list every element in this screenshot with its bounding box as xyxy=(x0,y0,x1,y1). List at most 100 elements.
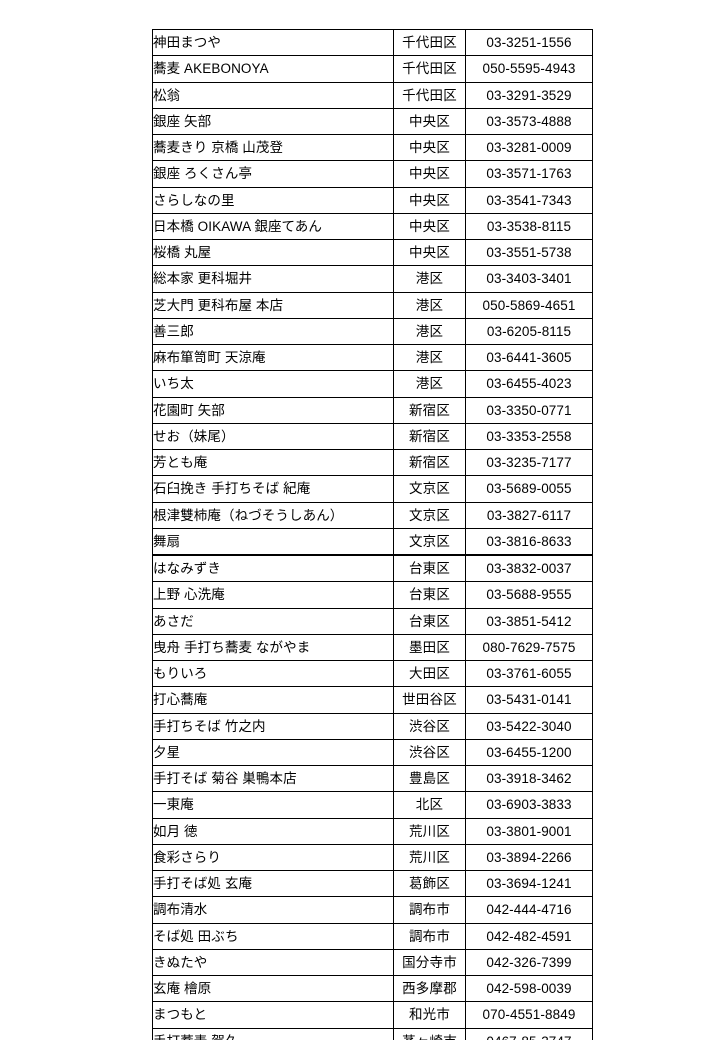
shop-phone-cell: 03-6903-3833 xyxy=(465,791,593,819)
shop-ward-cell: 茅ヶ崎市 xyxy=(393,1027,466,1040)
table-row: はなみずき 台東区 03-3832-0037 xyxy=(152,554,593,583)
shop-name-cell: 銀座 矢部 xyxy=(152,107,394,136)
shop-phone-cell: 03-3251-1556 xyxy=(465,29,593,57)
shop-phone-cell: 03-3235-7177 xyxy=(465,448,593,477)
table-row: 総本家 更科堀井 港区 03-3403-3401 xyxy=(152,265,593,293)
shop-phone-cell: 03-3851-5412 xyxy=(465,607,593,635)
shop-name-cell: 花園町 矢部 xyxy=(152,396,394,424)
shop-name-cell: 上野 心洗庵 xyxy=(152,581,394,609)
shop-ward-cell: 港区 xyxy=(393,317,466,346)
shop-phone-cell: 03-6205-8115 xyxy=(465,317,593,346)
shop-ward-cell: 新宿区 xyxy=(393,422,466,451)
shop-phone-cell: 042-444-4716 xyxy=(465,896,593,924)
shop-phone-cell: 03-3350-0771 xyxy=(465,396,593,424)
shop-name-cell: 銀座 ろくさん亭 xyxy=(152,160,394,188)
shop-ward-cell: 北区 xyxy=(393,791,466,819)
shop-name-cell: 打心蕎庵 xyxy=(152,686,394,714)
table-row: そば処 田ぶち 調布市 042-482-4591 xyxy=(152,922,593,950)
table-row: 蕎麦 AKEBONOYA 千代田区 050-5595-4943 xyxy=(152,55,593,83)
shop-name-cell: あさだ xyxy=(152,607,394,635)
shop-ward-cell: 文京区 xyxy=(393,475,466,503)
shop-ward-cell: 文京区 xyxy=(393,501,466,529)
shop-ward-cell: 豊島区 xyxy=(393,764,466,793)
table-row: 根津雙柿庵（ねづそうしあん） 文京区 03-3827-6117 xyxy=(152,501,593,529)
shop-name-cell: 神田まつや xyxy=(152,29,394,57)
table-row: 芝大門 更科布屋 本店 港区 050-5869-4651 xyxy=(152,291,593,319)
shop-ward-cell: 中央区 xyxy=(393,160,466,188)
shop-ward-cell: 荒川区 xyxy=(393,817,466,845)
table-row: 上野 心洗庵 台東区 03-5688-9555 xyxy=(152,581,593,609)
shop-ward-cell: 港区 xyxy=(393,370,466,398)
shop-name-cell: まつもと xyxy=(152,1001,394,1029)
table-row: 花園町 矢部 新宿区 03-3350-0771 xyxy=(152,396,593,424)
table-row: 神田まつや 千代田区 03-3251-1556 xyxy=(152,29,593,57)
shop-phone-cell: 042-598-0039 xyxy=(465,974,593,1003)
shop-table-body: 神田まつや 千代田区 03-3251-1556 蕎麦 AKEBONOYA 千代田区 050… xyxy=(152,29,593,1040)
shop-name-cell: はなみずき xyxy=(152,554,394,583)
table-row: 芳とも庵 新宿区 03-3235-7177 xyxy=(152,448,593,477)
shop-name-cell: せお（妹尾） xyxy=(152,422,394,451)
shop-name-cell: 桜橋 丸屋 xyxy=(152,238,394,267)
shop-name-cell: 石臼挽き 手打ちそば 紀庵 xyxy=(152,475,394,503)
shop-name-cell: 麻布箪笥町 天涼庵 xyxy=(152,343,394,372)
table-row: 銀座 矢部 中央区 03-3573-4888 xyxy=(152,107,593,136)
shop-phone-cell: 03-3541-7343 xyxy=(465,186,593,214)
shop-phone-cell: 03-3918-3462 xyxy=(465,764,593,793)
shop-ward-cell: 新宿区 xyxy=(393,396,466,424)
shop-phone-cell: 03-3291-3529 xyxy=(465,81,593,109)
shop-ward-cell: 中央区 xyxy=(393,133,466,162)
table-row: 一東庵 北区 03-6903-3833 xyxy=(152,791,593,819)
table-row: さらしなの里 中央区 03-3541-7343 xyxy=(152,186,593,214)
shop-name-cell: 日本橋 OIKAWA 銀座てあん xyxy=(152,212,394,241)
shop-phone-cell: 042-326-7399 xyxy=(465,948,593,977)
shop-name-cell: 食彩さらり xyxy=(152,843,394,872)
table-row: 桜橋 丸屋 中央区 03-3551-5738 xyxy=(152,238,593,267)
shop-ward-cell: 大田区 xyxy=(393,659,466,688)
table-row: いち太 港区 03-6455-4023 xyxy=(152,370,593,398)
shop-ward-cell: 港区 xyxy=(393,265,466,293)
table-row: 手打そば 菊谷 巣鴨本店 豊島区 03-3918-3462 xyxy=(152,764,593,793)
shop-name-cell: 調布清水 xyxy=(152,896,394,924)
shop-phone-cell: 03-3538-8115 xyxy=(465,212,593,241)
shop-phone-cell: 080-7629-7575 xyxy=(465,633,593,662)
shop-phone-cell: 03-6441-3605 xyxy=(465,343,593,372)
shop-ward-cell: 台東区 xyxy=(393,607,466,635)
shop-listing-table: 神田まつや 千代田区 03-3251-1556 蕎麦 AKEBONOYA 千代田区 050… xyxy=(152,29,593,1040)
shop-ward-cell: 港区 xyxy=(393,343,466,372)
shop-ward-cell: 千代田区 xyxy=(393,29,466,57)
shop-phone-cell: 03-3832-0037 xyxy=(465,554,593,583)
shop-phone-cell: 03-3801-9001 xyxy=(465,817,593,845)
shop-name-cell: 蕎麦 AKEBONOYA xyxy=(152,55,394,83)
shop-name-cell: 総本家 更科堀井 xyxy=(152,265,394,293)
shop-ward-cell: 渋谷区 xyxy=(393,738,466,767)
shop-ward-cell: 葛飾区 xyxy=(393,869,466,898)
shop-ward-cell: 中央区 xyxy=(393,212,466,241)
shop-phone-cell: 03-5431-0141 xyxy=(465,686,593,714)
table-row: きぬたや 国分寺市 042-326-7399 xyxy=(152,948,593,977)
shop-ward-cell: 港区 xyxy=(393,291,466,319)
shop-ward-cell: 世田谷区 xyxy=(393,686,466,714)
shop-name-cell: そば処 田ぶち xyxy=(152,922,394,950)
shop-name-cell: 手打そば 菊谷 巣鴨本店 xyxy=(152,764,394,793)
shop-phone-cell: 03-3894-2266 xyxy=(465,843,593,872)
shop-phone-cell: 03-3816-8633 xyxy=(465,527,593,556)
table-row: 曳舟 手打ち蕎麦 ながやま 墨田区 080-7629-7575 xyxy=(152,633,593,662)
shop-name-cell: もりいろ xyxy=(152,659,394,688)
shop-name-cell: 夕星 xyxy=(152,738,394,767)
shop-ward-cell: 国分寺市 xyxy=(393,948,466,977)
shop-ward-cell: 中央区 xyxy=(393,186,466,214)
table-row: 食彩さらり 荒川区 03-3894-2266 xyxy=(152,843,593,872)
shop-phone-cell: 03-3551-5738 xyxy=(465,238,593,267)
shop-name-cell: 手打蕎麦 賀久 xyxy=(152,1027,394,1040)
shop-name-cell: 芳とも庵 xyxy=(152,448,394,477)
table-row: 夕星 渋谷区 03-6455-1200 xyxy=(152,738,593,767)
shop-name-cell: 一東庵 xyxy=(152,791,394,819)
shop-phone-cell: 03-5688-9555 xyxy=(465,581,593,609)
shop-name-cell: 善三郎 xyxy=(152,317,394,346)
shop-name-cell: 芝大門 更科布屋 本店 xyxy=(152,291,394,319)
table-row: もりいろ 大田区 03-3761-6055 xyxy=(152,659,593,688)
table-row: 手打蕎麦 賀久茅ヶ崎市0467-85-3747 xyxy=(152,1027,593,1040)
shop-phone-cell: 03-3573-4888 xyxy=(465,107,593,136)
shop-name-cell: 曳舟 手打ち蕎麦 ながやま xyxy=(152,633,394,662)
